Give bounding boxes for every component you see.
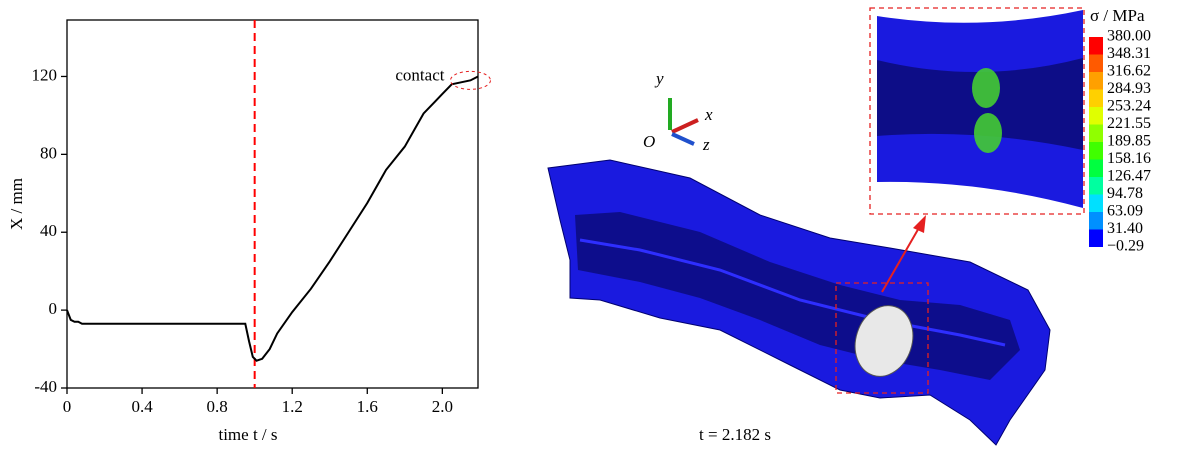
legend-title: σ / MPa	[1090, 6, 1145, 25]
legend-swatch	[1089, 107, 1103, 125]
data-line	[66, 75, 479, 362]
x-tick-label: 0.8	[207, 397, 228, 416]
annotation: contact	[395, 65, 444, 84]
y-tick-label: 0	[49, 299, 58, 318]
axis-origin-label: O	[643, 132, 655, 151]
x-tick-label: 0.4	[131, 397, 153, 416]
y-tick-label: 120	[32, 65, 58, 84]
time-label: t = 2.182 s	[699, 425, 771, 444]
legend-label: 189.85	[1107, 133, 1151, 150]
legend-label: 126.47	[1107, 168, 1151, 185]
legend-label: 284.93	[1107, 80, 1151, 97]
x-tick-label: 2.0	[432, 397, 453, 416]
legend-label: 158.16	[1107, 150, 1151, 167]
legend-swatch	[1089, 37, 1103, 55]
legend-label: 221.55	[1107, 115, 1151, 132]
axis-y-label: y	[654, 69, 664, 88]
axis-x-label: x	[704, 105, 713, 124]
legend-label: 348.31	[1107, 45, 1151, 62]
axis-z-label: z	[702, 135, 710, 154]
x-tick-label: 1.2	[282, 397, 303, 416]
legend-label: 316.62	[1107, 63, 1151, 80]
legend-label: 31.40	[1107, 220, 1143, 237]
y-tick-label: 80	[40, 143, 57, 162]
x-tick-label: 1.6	[357, 397, 378, 416]
x-tick-label: 0	[63, 397, 72, 416]
legend-swatch	[1089, 54, 1103, 72]
legend-swatch	[1089, 72, 1103, 90]
legend-swatch	[1089, 124, 1103, 142]
plot-frame	[66, 19, 479, 389]
legend-label: 63.09	[1107, 203, 1143, 220]
legend-swatch	[1089, 142, 1103, 160]
y-axis-label: X / mm	[7, 178, 26, 230]
legend-label: 94.78	[1107, 185, 1143, 202]
legend-swatch	[1089, 159, 1103, 177]
legend-label: 380.00	[1107, 28, 1151, 45]
legend-swatch	[1089, 89, 1103, 107]
legend-swatch	[1089, 177, 1103, 195]
contact-marker	[449, 70, 491, 90]
legend-swatch	[1089, 194, 1103, 212]
legend-label: 253.24	[1107, 98, 1151, 115]
y-tick-label: 40	[40, 221, 57, 240]
legend-label: −0.29	[1107, 238, 1144, 255]
x-axis-label: time t / s	[218, 425, 277, 444]
y-tick-label: -40	[34, 377, 57, 396]
legend-swatch	[1089, 212, 1103, 230]
mesh-model	[547, 7, 1103, 446]
legend-swatch	[1089, 229, 1103, 247]
